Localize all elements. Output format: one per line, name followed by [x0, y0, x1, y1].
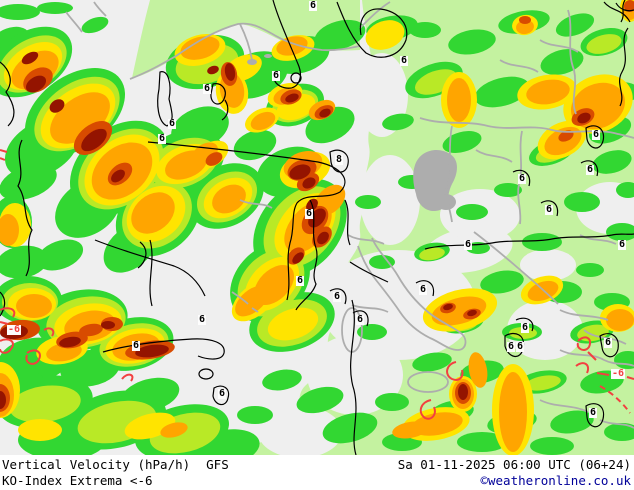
weather-map: 6 6 6 6 6 6 6 8 6 6 6 6 6 6 6 6 6 6 6 6 -6 6 6 6 6 -6 6 6 [0, 0, 634, 455]
contour-label: 6 [517, 173, 527, 184]
contour-label: 6 [520, 322, 530, 333]
contour-label: 6 [271, 70, 281, 81]
contour-label: 6 [131, 340, 141, 351]
product-title: Vertical Velocity (hPa/h) [2, 457, 191, 472]
coastlines-and-borders [65, 1, 634, 429]
contour-label-layer: 6 6 6 6 6 6 6 8 6 6 6 6 6 6 6 6 6 6 6 6 -6 6 6 6 6 -6 6 6 [6, 0, 627, 418]
contour-label: 6 [515, 341, 525, 352]
overlay-title: KO-Index Extrema <-6 [2, 473, 153, 488]
contour-label: 6 [217, 388, 227, 399]
contour-label: 6 [591, 129, 601, 140]
contour-label: 6 [588, 407, 598, 418]
contour-label: 6 [399, 55, 409, 66]
contour-label: 6 [617, 239, 627, 250]
model-name: GFS [206, 457, 229, 472]
contour-label: 6 [603, 337, 613, 348]
contour-label: 8 [334, 154, 344, 165]
contour-label: -6 [6, 324, 22, 335]
contour-label: 6 [295, 275, 305, 286]
contour-label: 6 [585, 164, 595, 175]
contour-label: 6 [304, 208, 314, 219]
contour-label: 6 [506, 341, 516, 352]
product-title-line: Vertical Velocity (hPa/h) GFS [2, 457, 229, 473]
contour-label: 6 [308, 0, 318, 11]
contour-label: 6 [332, 291, 342, 302]
contour-label: 6 [167, 118, 177, 129]
ko-index-contours-positive [0, 0, 634, 455]
valid-time: Sa 01-11-2025 06:00 UTC (06+24) [397, 457, 631, 472]
caption-bar: Vertical Velocity (hPa/h) GFS Sa 01-11-20… [0, 455, 634, 490]
contour-label: 6 [463, 239, 473, 250]
contour-label: 6 [197, 314, 207, 325]
contour-label: 6 [202, 83, 212, 94]
contour-label: 6 [418, 284, 428, 295]
weather-map-canvas [0, 0, 634, 455]
copyright-text: ©weatheronline.co.uk [480, 473, 631, 488]
ko-index-contours-negative [0, 149, 634, 420]
contour-label: 6 [544, 204, 554, 215]
contour-label: 6 [355, 314, 365, 325]
contour-label: 6 [157, 133, 167, 144]
contour-label: -6 [610, 368, 626, 379]
